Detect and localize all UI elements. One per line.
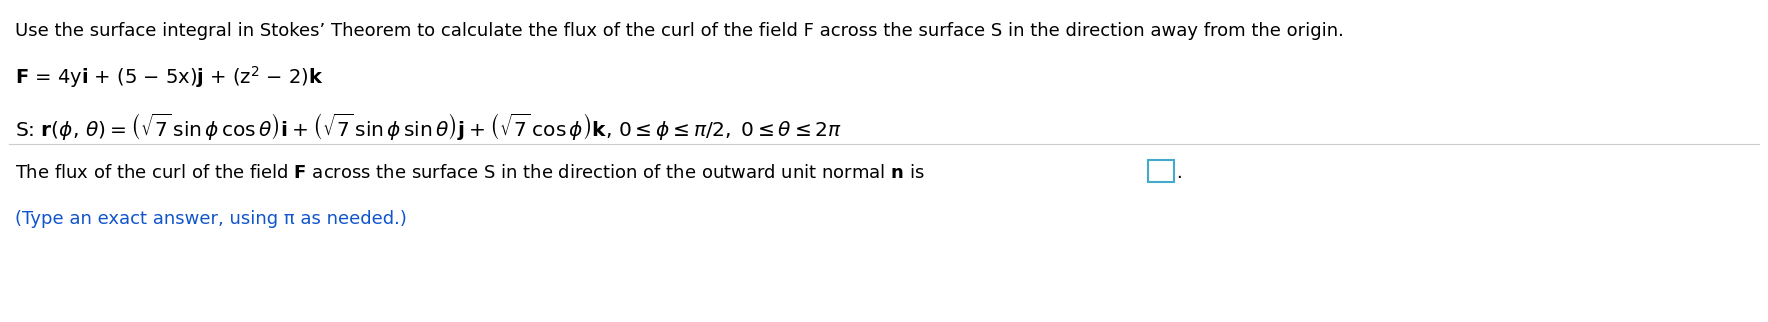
Text: (Type an exact answer, using π as needed.): (Type an exact answer, using π as needed… [14, 210, 407, 228]
Text: .: . [1176, 164, 1181, 182]
Text: Use the surface integral in Stokes’ Theorem to calculate the flux of the curl of: Use the surface integral in Stokes’ Theo… [14, 22, 1344, 40]
Text: S: $\mathbf{r}(\phi,\,\theta) = \left(\sqrt{7}\,\sin\phi\,\cos\theta\right)\math: S: $\mathbf{r}(\phi,\,\theta) = \left(\s… [14, 112, 842, 143]
Bar [1147, 160, 1174, 182]
Text: $\mathbf{F}$ = 4y$\mathbf{i}$ + (5 − 5x)$\mathbf{j}$ + (z$^2$ − 2)$\mathbf{k}$: $\mathbf{F}$ = 4y$\mathbf{i}$ + (5 − 5x)… [14, 64, 324, 90]
Text: The flux of the curl of the field $\mathbf{F}$ across the surface S in the direc: The flux of the curl of the field $\math… [14, 164, 925, 182]
